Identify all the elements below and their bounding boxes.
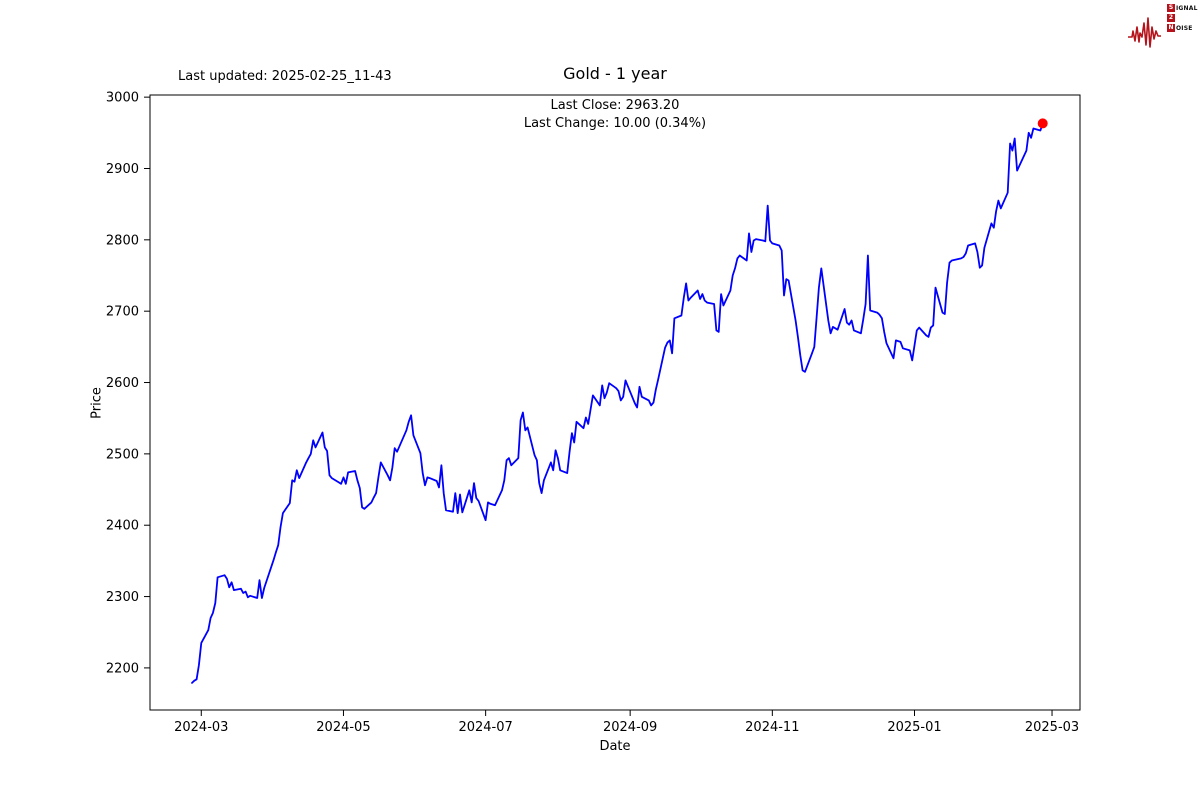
logo-letter-2: 2 <box>1167 14 1175 22</box>
heartbeat-icon <box>1128 17 1161 48</box>
y-tick-label: 2500 <box>106 447 139 462</box>
y-tick-label: 3000 <box>106 91 139 106</box>
y-tick-label: 2800 <box>106 233 139 248</box>
y-axis-ticks: 2200 2300 2400 2500 2600 2700 2800 2900 3000 <box>106 91 150 676</box>
last-price-marker <box>1037 118 1048 129</box>
y-tick-label: 2400 <box>106 519 139 534</box>
logo-letter-n: N <box>1167 24 1175 32</box>
x-axis-ticks: 2024-03 2024-05 2024-07 2024-09 2024-11 2025-… <box>174 710 1079 735</box>
subtitle-last-change: Last Change: 10.00 (0.34%) <box>523 116 707 131</box>
last-updated-text: Last updated: 2025-02-25_11-43 <box>178 69 392 84</box>
logo-text: S IGNAL 2 N OISE <box>1167 4 1198 34</box>
y-tick-label: 2600 <box>106 376 139 391</box>
x-tick-label: 2024-03 <box>174 720 228 735</box>
logo-letter-s: S <box>1167 4 1175 12</box>
logo-row-noise: N OISE <box>1167 24 1198 32</box>
x-tick-label: 2024-09 <box>603 720 657 735</box>
chart-title: Gold - 1 year <box>563 64 667 83</box>
price-line-series <box>191 122 1044 684</box>
x-tick-label: 2024-07 <box>458 720 512 735</box>
logo-word-ignal: IGNAL <box>1176 4 1198 12</box>
subtitle-last-close: Last Close: 2963.20 <box>550 98 680 113</box>
y-tick-label: 2300 <box>106 590 139 605</box>
y-tick-label: 2700 <box>106 305 139 320</box>
logo-word-oise: OISE <box>1176 24 1193 32</box>
logo-row-2: 2 <box>1167 14 1198 22</box>
logo-row-signal: S IGNAL <box>1167 4 1198 12</box>
x-tick-label: 2025-03 <box>1025 720 1079 735</box>
signal2noise-logo: S IGNAL 2 N OISE <box>1128 3 1198 50</box>
x-tick-label: 2024-11 <box>745 720 799 735</box>
x-tick-label: 2024-05 <box>316 720 370 735</box>
x-axis-label: Date <box>599 739 631 754</box>
y-tick-label: 2200 <box>106 661 139 676</box>
x-tick-label: 2025-01 <box>887 720 941 735</box>
plot-border <box>149 94 1081 711</box>
y-tick-label: 2900 <box>106 162 139 177</box>
